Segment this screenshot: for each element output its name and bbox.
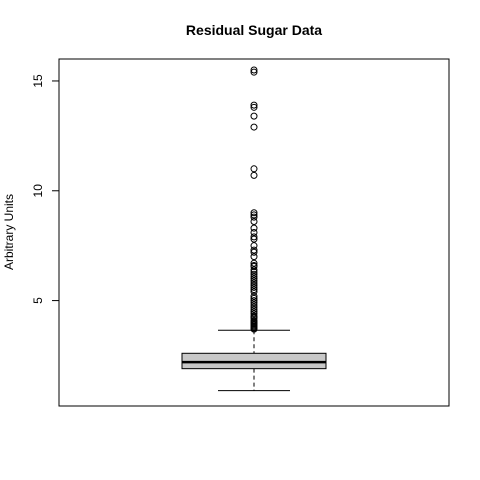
outlier-point <box>250 66 258 74</box>
outlier-point <box>250 261 258 269</box>
outlier-point <box>250 213 258 221</box>
outlier-point <box>250 288 258 296</box>
outlier-point <box>250 171 258 179</box>
outlier-point <box>250 305 258 313</box>
outlier-point <box>250 103 258 111</box>
outlier-point <box>250 235 258 243</box>
outlier-point <box>250 101 258 109</box>
outlier-point <box>250 233 258 241</box>
outlier-point <box>250 242 258 250</box>
outlier-point <box>250 283 258 291</box>
outlier-point <box>250 275 258 283</box>
outlier-point <box>250 259 258 267</box>
outlier-point <box>250 286 258 294</box>
outlier-point <box>250 268 258 276</box>
outlier-point <box>250 218 258 226</box>
outlier-point <box>250 165 258 173</box>
outlier-point <box>250 281 258 289</box>
outlier-point <box>250 294 258 302</box>
outlier-point <box>250 301 258 309</box>
outlier-group <box>250 66 258 333</box>
outlier-point <box>250 277 258 285</box>
y-axis-label: Arbitrary Units <box>2 194 16 270</box>
outlier-point <box>250 272 258 280</box>
y-tick-label: 5 <box>31 297 45 304</box>
outlier-point <box>250 211 258 219</box>
box-group <box>181 329 327 392</box>
outlier-point <box>250 266 258 274</box>
outlier-point <box>250 248 258 256</box>
outlier-point <box>250 224 258 232</box>
outlier-point <box>250 209 258 217</box>
outlier-point <box>250 292 258 300</box>
y-tick-label: 15 <box>31 74 45 88</box>
outlier-point <box>250 253 258 261</box>
outlier-point <box>250 297 258 305</box>
outlier-point <box>250 68 258 76</box>
outlier-point <box>250 316 258 324</box>
outlier-point <box>250 310 258 318</box>
y-tick-label: 10 <box>31 184 45 198</box>
outlier-point <box>250 279 258 287</box>
outlier-point <box>250 229 258 236</box>
outlier-point <box>250 112 258 120</box>
outlier-point <box>250 299 258 307</box>
outlier-point <box>250 246 258 254</box>
outlier-point <box>250 270 258 278</box>
y-axis: 5 10 15 <box>31 74 60 304</box>
outlier-point <box>250 308 258 316</box>
outlier-point <box>250 123 258 131</box>
outlier-point <box>250 312 258 320</box>
chart-title: Residual Sugar Data <box>186 22 322 38</box>
outlier-point <box>250 303 258 311</box>
